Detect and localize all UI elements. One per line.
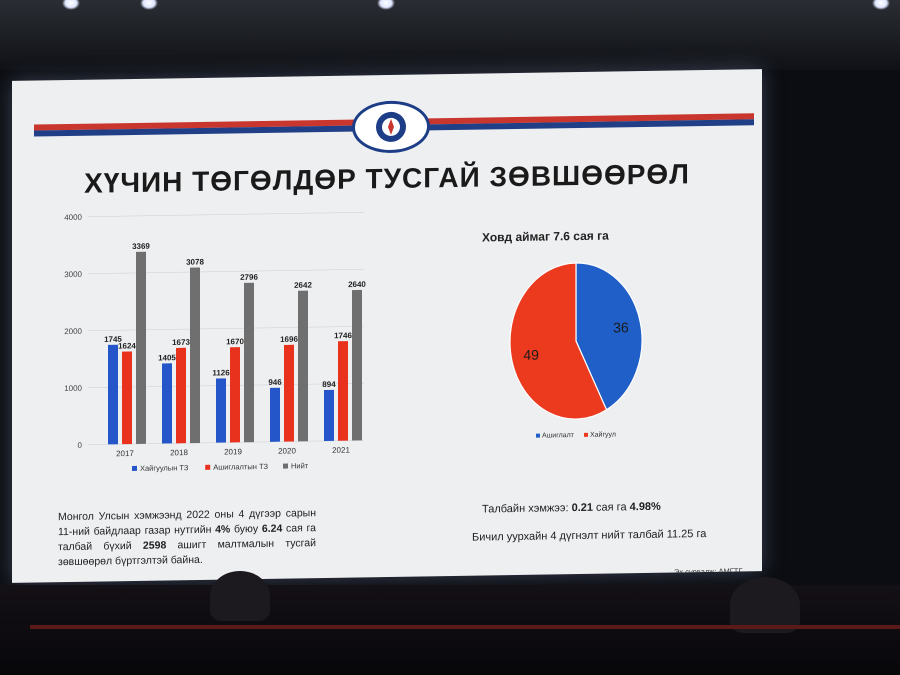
emblem-logo <box>352 100 430 154</box>
bar <box>244 282 254 443</box>
stage-light <box>62 0 80 10</box>
bar <box>352 289 362 441</box>
y-tick-label: 0 <box>78 441 83 450</box>
bar <box>122 351 132 445</box>
x-tick-label: 2019 <box>224 447 242 456</box>
data-label: 1746 <box>334 331 352 340</box>
pie-value-label: 36 <box>613 319 629 335</box>
y-gridline <box>88 326 364 331</box>
legend-swatch <box>536 433 540 438</box>
bar <box>324 389 334 441</box>
legend-swatch <box>132 465 137 472</box>
x-tick-label: 2021 <box>332 446 350 455</box>
bar <box>108 344 118 445</box>
legend-swatch <box>283 463 288 469</box>
data-label: 946 <box>268 378 282 387</box>
x-tick-label: 2017 <box>116 449 134 458</box>
data-label: 1673 <box>172 338 190 347</box>
y-gridline <box>88 269 364 274</box>
legend-label: Хайгуулын ТЗ <box>140 463 189 473</box>
stage-light <box>140 0 158 10</box>
y-tick-label: 1000 <box>64 384 82 393</box>
bar <box>338 341 348 441</box>
data-label: 3369 <box>132 242 150 251</box>
legend-label: Ашиглалт <box>542 432 575 440</box>
area-size-percent: 4.98% <box>629 500 661 514</box>
data-label: 894 <box>322 380 336 389</box>
data-label: 1624 <box>118 341 136 350</box>
projection-screen: ХҮЧИН ТӨГӨЛДӨР ТУСГАЙ ЗӨВШӨӨРӨЛ 0 1000 200… <box>12 69 762 583</box>
data-label: 1126 <box>212 368 230 377</box>
data-label: 1405 <box>158 353 176 362</box>
stage-light <box>872 0 890 10</box>
bar <box>216 378 226 443</box>
pie-value-label: 49 <box>523 347 539 363</box>
data-label: 2796 <box>240 273 258 282</box>
bar <box>176 347 186 444</box>
y-tick-label: 3000 <box>64 270 82 279</box>
summary-percent: 4% <box>215 523 231 536</box>
legend-swatch <box>205 464 211 470</box>
area-size-unit: сая га <box>593 501 630 514</box>
legend-swatch <box>584 432 588 437</box>
y-gridline <box>88 212 364 217</box>
data-label: 3078 <box>186 257 204 266</box>
bar <box>270 387 280 442</box>
x-tick-label: 2018 <box>170 448 188 457</box>
bar <box>136 251 146 444</box>
audience-area <box>0 571 900 675</box>
data-label: 1745 <box>104 335 122 344</box>
legend-label: Хайгуул <box>590 430 616 438</box>
bar <box>190 267 200 444</box>
summary-text: буюу <box>230 522 262 536</box>
bar <box>230 347 240 443</box>
bar <box>298 290 308 442</box>
area-size-value: 0.21 <box>571 501 593 515</box>
pie-slice <box>575 262 643 411</box>
legend-label: Нийт <box>291 461 309 470</box>
data-label: 1696 <box>280 335 298 344</box>
legend-label: Ашиглалтын ТЗ <box>213 462 268 472</box>
area-size-text: Талбайн хэмжээ: 0.21 сая га 4.98% <box>482 501 661 516</box>
stage-rail <box>30 625 900 629</box>
summary-text-left: Монгол Улсын хэмжээнд 2022 оны 4 дүгээр … <box>58 506 316 570</box>
pie-chart: 36 49 Ашиглалт Хайгуул <box>509 262 643 440</box>
x-tick-label: 2020 <box>278 446 296 455</box>
stage-light <box>377 0 395 10</box>
data-label: 2640 <box>348 280 366 289</box>
bar <box>162 363 172 444</box>
area-size-label: Талбайн хэмжээ: <box>482 502 572 516</box>
audience-head <box>730 577 800 633</box>
y-tick-label: 4000 <box>64 213 82 222</box>
y-tick-label: 2000 <box>64 327 82 336</box>
summary-count: 2598 <box>142 539 167 552</box>
data-label: 2642 <box>294 281 312 290</box>
pie-slice <box>509 262 608 420</box>
slide-title: ХҮЧИН ТӨГӨЛДӨР ТУСГАЙ ЗӨВШӨӨРӨЛ <box>84 158 690 199</box>
stage-ceiling <box>0 0 900 70</box>
bar <box>284 344 294 442</box>
summary-area: 6.24 <box>261 522 283 535</box>
pie-chart-title: Ховд аймаг 7.6 сая га <box>482 228 609 245</box>
small-mine-text: Бичил уурхайн 4 дүгнэлт нийт талбай 11.2… <box>472 527 707 544</box>
data-label: 1670 <box>226 337 244 346</box>
audience-head <box>210 571 270 621</box>
